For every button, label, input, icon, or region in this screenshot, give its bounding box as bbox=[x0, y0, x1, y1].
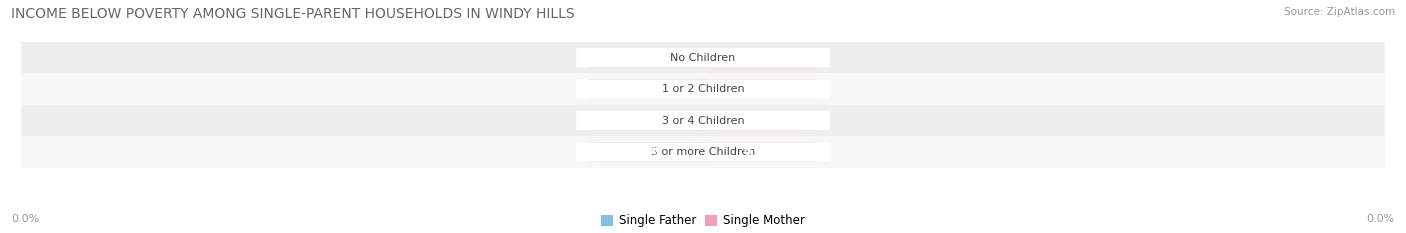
Bar bbox=[21, 136, 1385, 168]
FancyBboxPatch shape bbox=[589, 79, 707, 99]
Text: No Children: No Children bbox=[671, 53, 735, 63]
FancyBboxPatch shape bbox=[699, 142, 817, 162]
FancyBboxPatch shape bbox=[699, 79, 817, 99]
Text: 0.0%: 0.0% bbox=[11, 214, 39, 224]
Text: INCOME BELOW POVERTY AMONG SINGLE-PARENT HOUSEHOLDS IN WINDY HILLS: INCOME BELOW POVERTY AMONG SINGLE-PARENT… bbox=[11, 7, 575, 21]
Text: 0.0%: 0.0% bbox=[633, 147, 662, 157]
Text: 0.0%: 0.0% bbox=[744, 116, 773, 126]
Text: 0.0%: 0.0% bbox=[633, 116, 662, 126]
FancyBboxPatch shape bbox=[699, 48, 817, 67]
Text: 3 or 4 Children: 3 or 4 Children bbox=[662, 116, 744, 126]
FancyBboxPatch shape bbox=[589, 111, 707, 130]
FancyBboxPatch shape bbox=[589, 48, 707, 67]
Text: 1 or 2 Children: 1 or 2 Children bbox=[662, 84, 744, 94]
Text: 0.0%: 0.0% bbox=[744, 84, 773, 94]
Text: 0.0%: 0.0% bbox=[633, 53, 662, 63]
FancyBboxPatch shape bbox=[576, 48, 830, 67]
Bar bbox=[21, 73, 1385, 105]
Text: 0.0%: 0.0% bbox=[633, 84, 662, 94]
Text: 0.0%: 0.0% bbox=[744, 53, 773, 63]
FancyBboxPatch shape bbox=[589, 142, 707, 162]
Text: 5 or more Children: 5 or more Children bbox=[651, 147, 755, 157]
FancyBboxPatch shape bbox=[699, 111, 817, 130]
Text: 0.0%: 0.0% bbox=[744, 147, 773, 157]
Bar bbox=[21, 105, 1385, 136]
FancyBboxPatch shape bbox=[576, 111, 830, 130]
Legend: Single Father, Single Mother: Single Father, Single Mother bbox=[600, 214, 806, 227]
Bar bbox=[21, 42, 1385, 73]
FancyBboxPatch shape bbox=[576, 142, 830, 162]
Text: 0.0%: 0.0% bbox=[1367, 214, 1395, 224]
FancyBboxPatch shape bbox=[576, 79, 830, 99]
Text: Source: ZipAtlas.com: Source: ZipAtlas.com bbox=[1284, 7, 1395, 17]
